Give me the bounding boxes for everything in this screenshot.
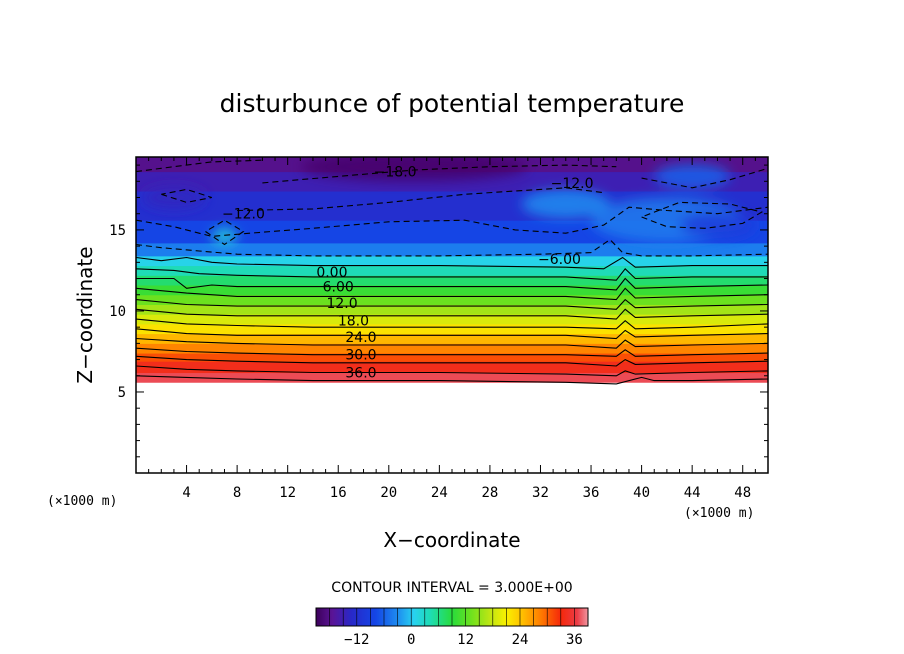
x-tick-label: 4 (182, 485, 190, 501)
contour-line-solid (136, 337, 768, 349)
color-band (136, 382, 768, 473)
contour-label: 12.0 (326, 296, 357, 312)
contour-line-solid (136, 287, 768, 301)
contour-line-solid (136, 328, 768, 340)
y-tick-label: 15 (109, 223, 126, 239)
contour-line-solid (136, 256, 768, 270)
contour-line-solid (136, 375, 768, 385)
x-unit-label-left: (×1000 m) (47, 494, 117, 509)
x-tick-label: 44 (684, 485, 701, 501)
contour-line-dashed (262, 164, 617, 184)
color-band (136, 171, 768, 192)
contour-line-dashed (161, 188, 212, 203)
x-tick-label: 16 (330, 485, 347, 501)
color-band (136, 275, 768, 286)
contour-lines (136, 159, 768, 385)
contour-label: 30.0 (345, 348, 376, 364)
contour-line-solid (136, 308, 768, 320)
y-tick-label: 5 (118, 385, 126, 401)
colorbar-tick-label: 24 (512, 632, 529, 648)
x-tick-label: 28 (481, 485, 498, 501)
color-band (136, 353, 768, 362)
contour-label: 36.0 (345, 366, 376, 382)
color-band (136, 343, 768, 354)
contour-line-dashed (641, 167, 768, 189)
color-band (136, 242, 768, 257)
contour-label: 18.0 (338, 314, 369, 330)
x-axis-label: X−coordinate (383, 528, 520, 552)
contour-label: −18.0 (374, 165, 417, 181)
contour-label: 24.0 (345, 330, 376, 346)
contour-line-solid (136, 267, 768, 281)
color-patch (654, 163, 731, 190)
x-tick-label: 20 (380, 485, 397, 501)
colorbar: −12 0 12 24 36 (315, 607, 589, 648)
x-tick-label: 48 (734, 485, 751, 501)
color-band (136, 361, 768, 374)
x-tick-label: 32 (532, 485, 549, 501)
y-tick-label: 10 (109, 304, 126, 320)
contour-line-dashed (136, 238, 768, 257)
x-unit-label-right: (×1000 m) (684, 506, 754, 521)
chart-title: disturbunce of potential temperature (220, 89, 685, 118)
colorbar-tick-label: 0 (407, 632, 415, 648)
contour-line-solid (136, 365, 768, 377)
color-band (136, 285, 768, 296)
x-tick-label: 36 (583, 485, 600, 501)
x-tick-label: 8 (233, 485, 241, 501)
colorbar-ticks: −12 0 12 24 36 (315, 608, 589, 648)
contour-label: 6.00 (323, 280, 354, 296)
contour-line-solid (136, 318, 768, 330)
contour-line-solid (136, 347, 768, 357)
color-band (136, 294, 768, 305)
color-band (136, 372, 768, 383)
contour-line-dashed (641, 201, 764, 229)
x-tick-label: 40 (633, 485, 650, 501)
y-axis-label: Z−coordinate (73, 246, 97, 383)
contour-line-dashed (136, 206, 768, 237)
color-patch (142, 186, 206, 209)
contour-line-dashed (237, 187, 604, 212)
contour-line-solid (136, 355, 768, 367)
color-band (136, 314, 768, 325)
color-patch (521, 189, 610, 219)
contour-line-dashed (205, 219, 245, 246)
x-tick-label: 24 (431, 485, 448, 501)
contour-line-solid (136, 298, 768, 310)
color-band (136, 304, 768, 315)
contour-interval-label: CONTOUR INTERVAL = 3.000E+00 (331, 580, 572, 596)
colorbar-tick-label: −12 (344, 632, 369, 648)
color-band (136, 333, 768, 344)
contour-label: 0.00 (316, 265, 347, 281)
contour-line-solid (136, 277, 768, 291)
color-band (136, 255, 768, 267)
contour-label: −12.0 (222, 207, 265, 223)
contour-label: −12.0 (551, 176, 594, 192)
contour-label: −6.00 (538, 252, 581, 268)
colorbar-tick-label: 36 (566, 632, 583, 648)
color-patch (679, 212, 756, 239)
colorbar-tick-label: 12 (457, 632, 474, 648)
x-tick-label: 12 (279, 485, 296, 501)
color-band (136, 265, 768, 276)
color-band (136, 323, 768, 335)
